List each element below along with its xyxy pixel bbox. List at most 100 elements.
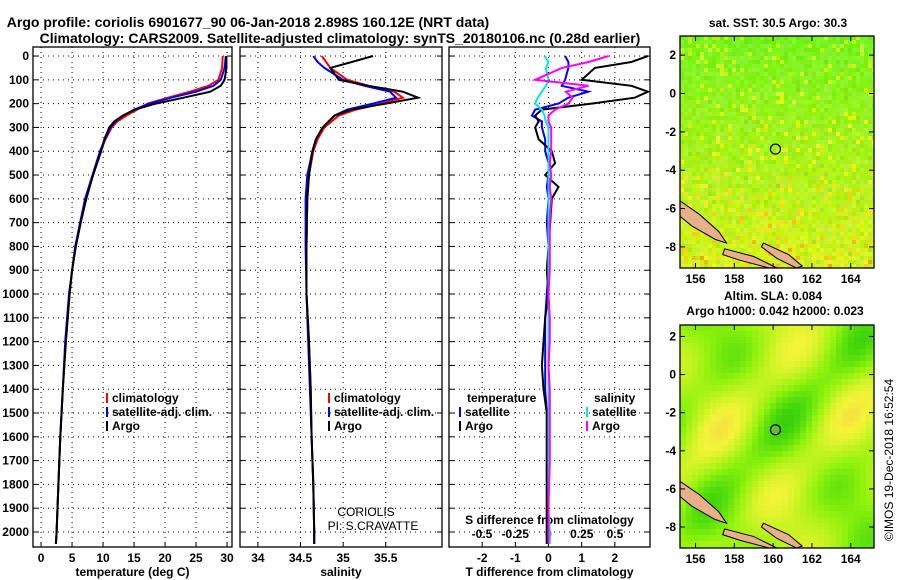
map-cell [856,212,860,216]
map-cell [760,76,764,80]
map-cell [782,517,788,523]
map-cell [736,172,740,176]
map-cell [824,184,828,188]
map-cell [852,196,856,200]
map-cell [812,188,816,192]
map-cell [832,168,836,172]
map-cell [772,44,776,48]
map-cell [722,385,728,391]
map-cell [856,52,860,56]
legend-label: Argo [334,419,362,433]
map-cell [824,136,828,140]
map-cell [824,212,828,216]
map-cell [772,88,776,92]
map-cell [752,487,758,493]
map-cell [688,160,692,164]
map-cell [684,176,688,180]
map-cell [832,176,836,180]
depth-tick-label: 900 [9,263,29,277]
map-cell [680,68,684,72]
map-cell [830,445,836,451]
map-cell [724,140,728,144]
map-cell [872,325,874,331]
map-cell [812,116,816,120]
map-cell [776,373,782,379]
map-cell [728,76,732,80]
map-cell [864,232,868,236]
map-cell [680,337,686,343]
map-cell [720,116,724,120]
map-cell [796,72,800,76]
map-cell [758,349,764,355]
map-cell [796,108,800,112]
map-cell [764,493,770,499]
map-cell [776,60,780,64]
map-cell [824,180,828,184]
map-cell [868,192,872,196]
map-cell [782,529,788,535]
map-cell [792,248,796,252]
map-cell [820,244,824,248]
map-cell [732,204,736,208]
map-cell [868,232,872,236]
map-cell [868,188,872,192]
map-cell [698,385,704,391]
map-cell [824,264,828,268]
map-cell [764,439,770,445]
map-cell [812,529,818,535]
map-cell [804,168,808,172]
map-cell [692,72,696,76]
map-cell [780,112,784,116]
map-cell [696,256,700,260]
map-cell [696,168,700,172]
map-cell [768,56,772,60]
map-cell [704,40,708,44]
map-cell [866,433,872,439]
map-cell [772,184,776,188]
series-line-salinity-argo [531,55,609,544]
map-cell [782,511,788,517]
map-cell [740,421,746,427]
map-cell [722,451,728,457]
map-cell [734,379,740,385]
map-cell [720,108,724,112]
map-cell [768,40,772,44]
map-cell [748,236,752,240]
map-cell [732,80,736,84]
map-cell [872,156,874,160]
map-cell [824,116,828,120]
map-cell [752,469,758,475]
map-cell [788,475,794,481]
map-cell [824,228,828,232]
map-cell [860,156,864,160]
map-cell [788,355,794,361]
map-cell [844,116,848,120]
map-cell [768,44,772,48]
map-cell [746,487,752,493]
map-cell [722,343,728,349]
map-cell [808,172,812,176]
map-cell [728,204,732,208]
map-cell [728,208,732,212]
map-cell [720,164,724,168]
map-cell [692,415,698,421]
map-cell [788,180,792,184]
map-cell [868,240,872,244]
map-cell [736,120,740,124]
map-cell [680,397,686,403]
map-cell [716,379,722,385]
map-cell [812,475,818,481]
map-cell [852,52,856,56]
map-cell [680,132,684,136]
map-cell [744,124,748,128]
map-cell [792,120,796,124]
map-cell [844,84,848,88]
map-cell [764,44,768,48]
map-cell [712,120,716,124]
map-cell [708,128,712,132]
map-cell [716,493,722,499]
map-cell [852,108,856,112]
map-cell [752,144,756,148]
map-cell [758,439,764,445]
map-cell [688,148,692,152]
